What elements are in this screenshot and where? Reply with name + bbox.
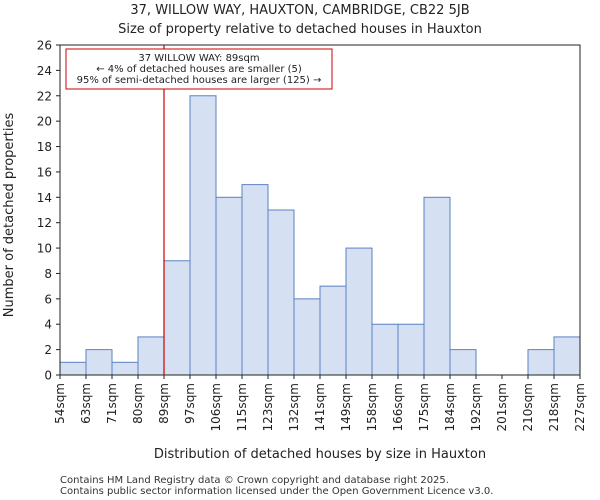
y-tick-label: 20 xyxy=(37,115,52,129)
y-tick-label: 14 xyxy=(37,191,52,205)
bar-123sqm xyxy=(267,209,295,376)
x-tick-label: 89sqm xyxy=(157,383,171,424)
x-tick-label: 149sqm xyxy=(339,383,353,431)
x-tick-label: 132sqm xyxy=(287,383,301,431)
x-axis-label: Distribution of detached houses by size … xyxy=(154,447,486,462)
annotation-frame xyxy=(65,48,333,90)
x-ticks: 54sqm 63sqm 71sqm 80sqm 89sqm 97sqm 106sqm 115s… xyxy=(53,375,587,431)
footer-line-2: Contains public sector information licen… xyxy=(60,486,493,497)
annotation-line-1: 37 WILLOW WAY: 89sqm xyxy=(138,53,259,64)
bar-63sqm xyxy=(85,349,113,376)
x-tick-label: 184sqm xyxy=(443,383,457,431)
annotation-box: 37 WILLOW WAY: 89sqm ← 4% of detached ho… xyxy=(65,48,333,90)
x-tick-label: 166sqm xyxy=(391,383,405,431)
bar-166sqm xyxy=(397,323,425,376)
bar-175sqm xyxy=(423,196,451,376)
footer-line-1: Contains HM Land Registry data © Crown c… xyxy=(60,475,449,486)
chart-title: 37, WILLOW WAY, HAUXTON, CAMBRIDGE, CB22… xyxy=(130,3,469,18)
bar-218sqm xyxy=(553,336,581,376)
annotation-line-3: 95% of semi-detached houses are larger (… xyxy=(77,75,322,86)
bar-158sqm xyxy=(371,323,399,376)
x-tick-label: 54sqm xyxy=(53,383,67,424)
bar-80sqm xyxy=(137,336,165,376)
bar-54sqm xyxy=(59,361,87,376)
y-tick-label: 18 xyxy=(37,140,52,154)
x-tick-label: 175sqm xyxy=(417,383,431,431)
x-tick-label: 115sqm xyxy=(235,383,249,431)
x-tick-label: 97sqm xyxy=(183,383,197,424)
x-tick-label: 71sqm xyxy=(105,383,119,424)
x-tick-label: 106sqm xyxy=(209,383,223,431)
x-tick-label: 123sqm xyxy=(261,383,275,431)
y-tick-label: 8 xyxy=(44,267,52,281)
bar-97sqm xyxy=(189,95,217,376)
bar-106sqm xyxy=(215,196,243,376)
y-tick-label: 12 xyxy=(37,216,52,230)
x-tick-label: 158sqm xyxy=(365,383,379,431)
x-tick-label: 201sqm xyxy=(495,383,509,431)
x-tick-label: 218sqm xyxy=(547,383,561,431)
annotation-line-2: ← 4% of detached houses are smaller (5) xyxy=(96,64,302,75)
bar-115sqm xyxy=(241,184,269,376)
y-tick-label: 6 xyxy=(44,292,52,306)
x-tick-label: 80sqm xyxy=(131,383,145,424)
y-tick-label: 24 xyxy=(37,64,52,78)
x-tick-label: 227sqm xyxy=(573,383,587,431)
y-tick-label: 2 xyxy=(44,343,52,357)
bar-71sqm xyxy=(111,361,139,376)
bar-89sqm xyxy=(163,260,191,376)
y-tick-label: 16 xyxy=(37,165,52,179)
x-tick-label: 141sqm xyxy=(313,383,327,431)
y-axis-label: Number of detached properties xyxy=(2,113,17,318)
bar-184sqm xyxy=(449,349,477,376)
bars-layer xyxy=(59,95,581,376)
bar-132sqm xyxy=(293,298,321,376)
x-tick-label: 210sqm xyxy=(521,383,535,431)
y-tick-label: 10 xyxy=(37,242,52,256)
bar-210sqm xyxy=(527,349,555,376)
y-tick-label: 4 xyxy=(44,318,52,332)
x-tick-label: 192sqm xyxy=(469,383,483,431)
bar-141sqm xyxy=(319,285,347,376)
y-tick-label: 22 xyxy=(37,89,52,103)
chart-subtitle: Size of property relative to detached ho… xyxy=(118,22,482,37)
bar-149sqm xyxy=(345,247,373,376)
x-tick-label: 63sqm xyxy=(79,383,93,424)
y-tick-label: 26 xyxy=(37,39,52,53)
y-tick-label: 0 xyxy=(44,369,52,383)
